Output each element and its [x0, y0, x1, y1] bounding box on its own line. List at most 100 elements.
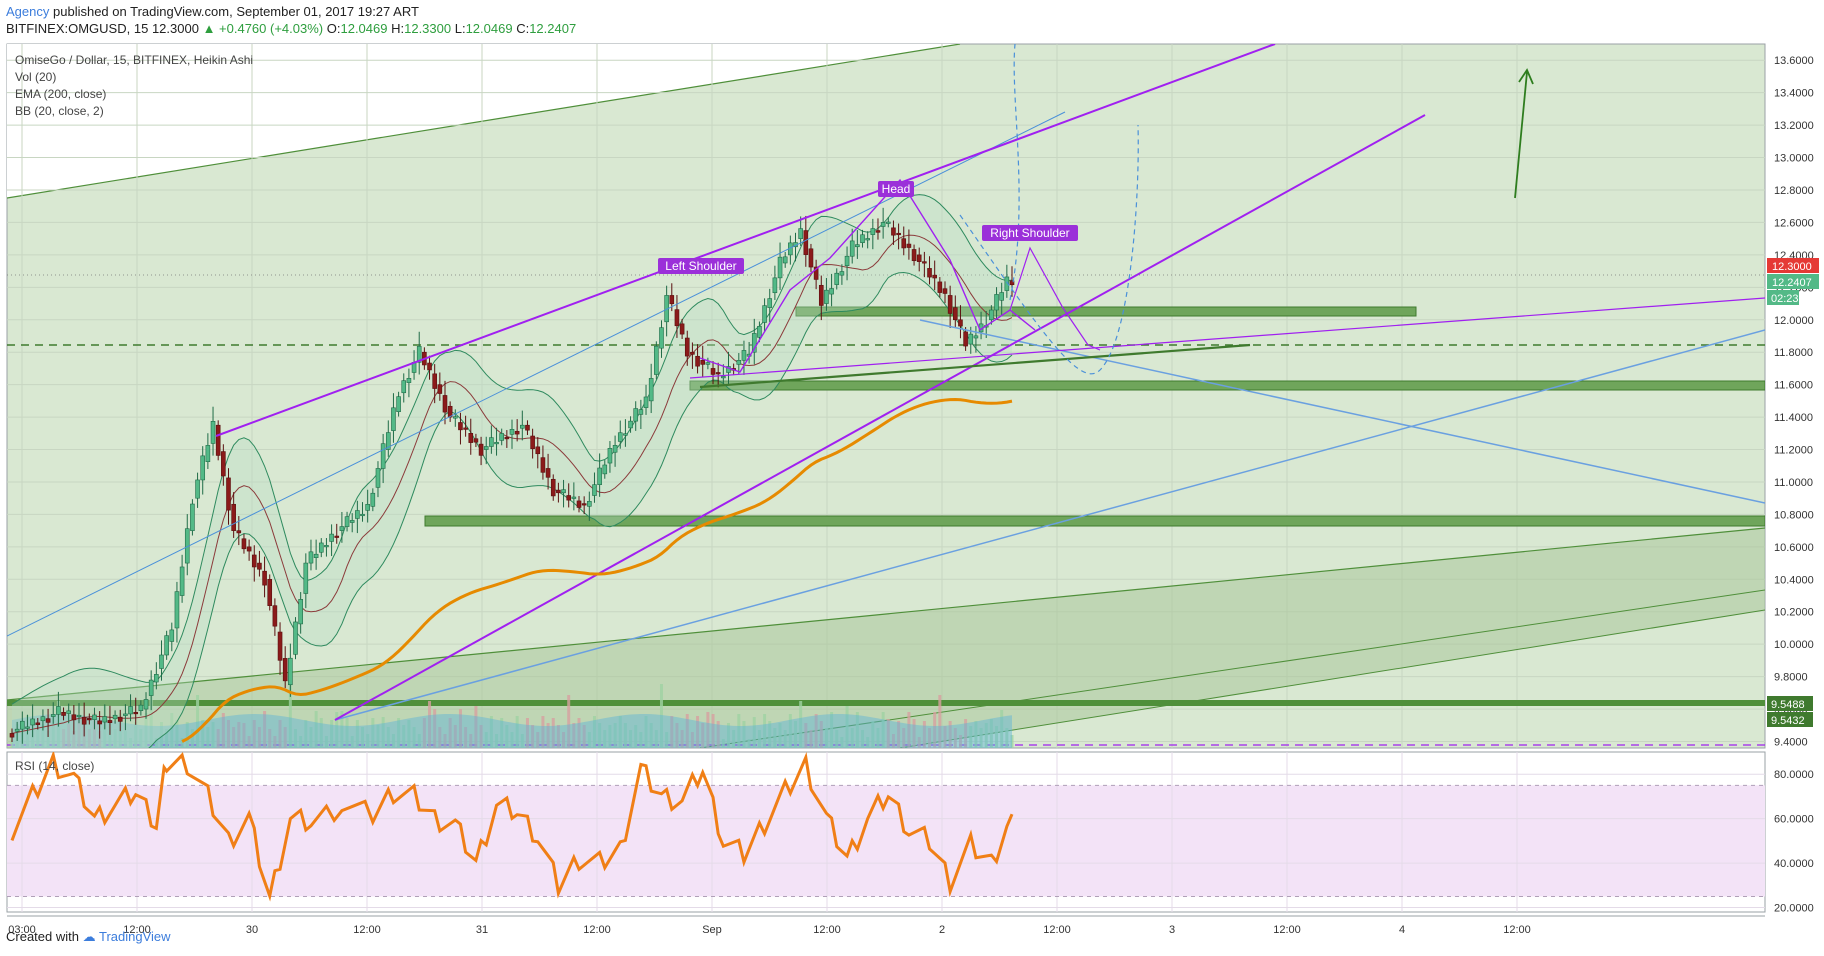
volume-bar	[381, 717, 385, 748]
candle-body	[406, 378, 412, 383]
candle-body	[643, 396, 649, 408]
candle-body	[25, 726, 30, 729]
volume-bar	[794, 721, 798, 748]
volume-bar	[149, 690, 153, 748]
candle-body	[267, 578, 273, 606]
volume-bar	[917, 737, 921, 748]
candle-body	[370, 492, 376, 507]
volume-bar	[958, 735, 962, 748]
candle-body	[195, 479, 200, 499]
legend-ema: EMA (200, close)	[15, 87, 106, 101]
volume-bar	[520, 734, 524, 748]
volume-bar	[98, 731, 102, 748]
rsi-tick-label: 20.0000	[1774, 903, 1814, 915]
candle-body	[494, 442, 499, 445]
tradingview-link[interactable]: TradingView	[99, 929, 171, 944]
legend-bb: BB (20, close, 2)	[15, 104, 104, 118]
candle-body	[896, 232, 901, 236]
volume-bar	[943, 726, 947, 748]
volume-bar	[876, 728, 880, 748]
volume-bar	[989, 719, 993, 748]
volume-bar	[747, 739, 751, 748]
blue-support-line	[334, 329, 1765, 721]
candle-body	[875, 230, 881, 233]
candle-body	[92, 714, 97, 720]
volume-bar	[933, 712, 937, 748]
rsi-grid	[7, 752, 1765, 912]
volume-bar	[536, 732, 540, 748]
candle-body	[61, 712, 66, 716]
candle-body	[344, 516, 350, 527]
candle-body	[690, 351, 695, 355]
volume-bar	[938, 695, 942, 748]
support-zone-11-55	[689, 380, 1765, 391]
volume-bar	[654, 730, 658, 748]
volume-bar	[221, 713, 225, 748]
price-axis[interactable]: 9.40009.60009.800010.000010.200010.40001…	[1774, 55, 1814, 748]
volume-bar	[773, 728, 777, 748]
time-tick-label: 12:00	[1043, 924, 1071, 936]
volume-bar	[252, 720, 256, 748]
volume-bar	[242, 723, 246, 748]
volume-bar	[613, 723, 617, 748]
volume-bar	[278, 720, 282, 748]
candle-body	[375, 468, 381, 488]
candle-body	[648, 378, 654, 402]
rsi-axis[interactable]: 20.0000 40.0000 60.0000 80.0000	[1774, 769, 1814, 914]
rsi-tick-label: 80.0000	[1774, 769, 1814, 781]
candle-body	[437, 384, 443, 394]
candle-body	[911, 249, 917, 262]
volume-bar	[953, 728, 957, 748]
publish-line: Agency published on TradingView.com, Sep…	[6, 4, 419, 19]
candle-body	[772, 277, 778, 294]
symbol-label: BITFINEX:OMGUSD, 15	[6, 21, 149, 36]
price-tick-label: 11.6000	[1774, 380, 1813, 392]
volume-bar	[129, 738, 133, 748]
volume-bar	[902, 728, 906, 748]
candle-body	[236, 530, 242, 534]
candle-body	[556, 489, 561, 494]
lower-wedge-top	[7, 527, 1765, 701]
candle-body	[339, 526, 345, 531]
projection-path	[1009, 246, 1101, 351]
volume-bar	[257, 727, 261, 748]
volume-bar	[690, 732, 694, 748]
label-left-shoulder: Left Shoulder	[658, 258, 744, 274]
volume-bar	[324, 736, 328, 748]
author-link[interactable]: Agency	[6, 4, 50, 19]
volume-bar	[175, 720, 179, 748]
candle-body	[736, 360, 742, 365]
volume-bar	[881, 712, 885, 748]
time-tick-label: 12:00	[1273, 924, 1301, 936]
volume-bar	[757, 730, 761, 748]
volume-bar	[340, 711, 344, 748]
candle-body	[40, 716, 46, 722]
badge-close-text: 12.2407	[1772, 277, 1812, 289]
candle-body	[520, 424, 525, 429]
blue-channel-line	[7, 111, 1066, 637]
candle-body	[1004, 276, 1010, 291]
candle-body	[298, 599, 303, 625]
candle-body	[1009, 280, 1015, 286]
candle-body	[262, 570, 267, 586]
candle-body	[952, 307, 958, 321]
volume-bar	[273, 736, 277, 748]
candle-body	[602, 464, 608, 475]
volume-bar	[639, 732, 643, 748]
price-tick-label: 13.4000	[1774, 88, 1814, 100]
candle-body	[277, 631, 283, 661]
candle-body	[849, 240, 855, 257]
volume-bar	[788, 714, 792, 748]
volume-bar	[314, 711, 318, 748]
time-axis[interactable]: 03:00 12:00 30 12:00 31 12:00 Sep 12:00 2 12:00 3 1…	[8, 924, 1531, 936]
volume-bar	[211, 722, 215, 748]
volume-bar	[799, 701, 803, 748]
candle-body	[674, 309, 680, 327]
badge-level2-text: 9.5432	[1771, 715, 1805, 727]
candle-body	[154, 674, 159, 683]
volume-bar	[618, 716, 622, 748]
low-label: L:	[454, 21, 466, 36]
volume-bar	[840, 737, 844, 748]
support-zone-12	[795, 306, 1417, 317]
